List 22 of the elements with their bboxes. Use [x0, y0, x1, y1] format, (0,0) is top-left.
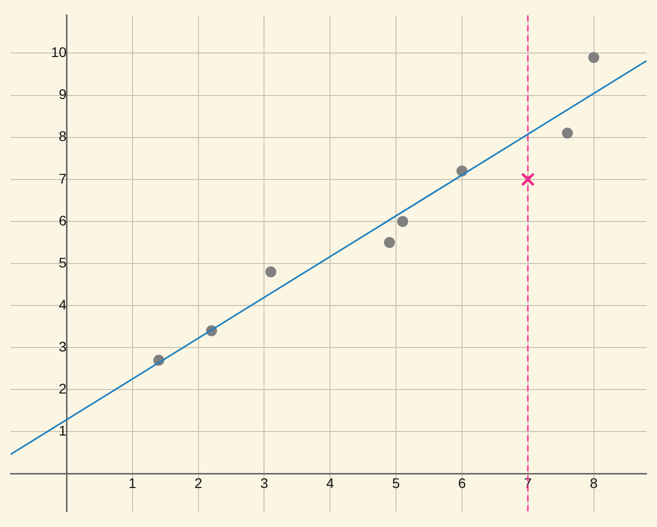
x-tick-label: 1 — [128, 475, 137, 492]
y-tick-label: 2 — [58, 380, 67, 397]
point — [562, 128, 573, 139]
y-tick-label: 1 — [58, 422, 67, 439]
x-tick-label: 2 — [194, 475, 202, 492]
y-tick-label: 3 — [58, 338, 67, 354]
point — [588, 52, 600, 63]
x-tick-label: 3 — [260, 475, 268, 492]
y-tick-label: 9 — [58, 86, 67, 102]
x-tick-label: 5 — [392, 475, 400, 492]
point — [384, 236, 395, 248]
point — [265, 266, 276, 278]
point — [520, 172, 535, 186]
x-tick-label: 8 — [590, 475, 598, 492]
y-tick-label: 10 — [50, 44, 67, 60]
x-tick-label: 4 — [326, 475, 334, 492]
y-tick-label: 6 — [58, 212, 67, 228]
point — [397, 216, 408, 227]
x-tick-label: 6 — [458, 475, 466, 492]
y-tick-label: 5 — [58, 254, 67, 270]
y-tick-label: 7 — [58, 170, 67, 186]
y-tick-label: 8 — [58, 128, 67, 144]
